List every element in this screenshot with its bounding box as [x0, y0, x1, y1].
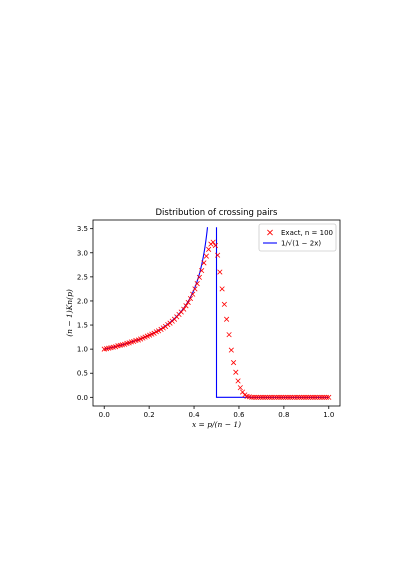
data-point: [228, 347, 234, 353]
data-point: [280, 394, 286, 400]
data-point: [239, 389, 246, 395]
data-point: [224, 316, 230, 322]
x-tick-label: 0.0: [99, 411, 110, 419]
y-tick-label: 1.5: [77, 322, 88, 330]
data-point: [206, 246, 212, 252]
data-point: [192, 286, 198, 292]
data-point: [305, 394, 311, 400]
data-point: [253, 394, 259, 400]
data-point: [278, 394, 284, 400]
data-point: [264, 394, 271, 400]
data-point: [199, 268, 205, 274]
data-point: [212, 242, 218, 249]
data-point: [321, 394, 327, 400]
data-point: [226, 332, 232, 338]
data-point: [155, 328, 162, 334]
legend-marker-exact: [267, 229, 273, 236]
data-point: [285, 394, 291, 400]
data-point: [242, 392, 248, 398]
x-tick-label: 0.4: [188, 411, 200, 419]
data-point: [310, 394, 316, 400]
data-point: [183, 303, 189, 309]
y-axis-ticks: 0.0 0.5 1.0 1.5 2.0 2.5 3.0 3.5: [77, 225, 93, 402]
data-point: [185, 299, 191, 305]
data-point: [249, 394, 255, 400]
x-tick-label: 0.6: [233, 411, 245, 419]
data-point: [323, 394, 330, 400]
data-point: [158, 326, 164, 332]
data-point: [187, 295, 194, 302]
y-tick-label: 2.0: [77, 297, 88, 305]
data-point: [301, 394, 307, 400]
data-point: [262, 394, 268, 400]
data-point: [326, 394, 332, 400]
data-point: [289, 394, 295, 400]
data-point: [203, 253, 209, 259]
y-tick-label: 2.5: [77, 273, 88, 281]
y-tick-label: 1.0: [77, 346, 88, 354]
series-markers-group: [101, 239, 332, 400]
data-point: [312, 394, 318, 400]
data-point: [221, 301, 227, 307]
data-point: [194, 281, 200, 287]
data-point: [276, 394, 282, 400]
x-tick-label: 1.0: [323, 411, 334, 419]
data-point: [269, 394, 275, 400]
data-point: [274, 394, 280, 400]
data-point: [303, 394, 309, 400]
data-point: [151, 330, 157, 336]
y-tick-label: 3.5: [77, 225, 88, 233]
x-axis-ticks: 0.0 0.2 0.4 0.6 0.8 1.0: [99, 406, 334, 419]
y-tick-label: 3.0: [77, 249, 88, 257]
data-point: [319, 394, 325, 400]
data-point: [251, 394, 257, 400]
y-tick-label: 0.5: [77, 370, 88, 378]
x-axis-label: x = p/(n − 1): [192, 420, 241, 429]
data-point: [201, 260, 207, 266]
legend-label-line: 1/√(1 − 2x): [281, 240, 321, 248]
data-point: [283, 394, 289, 400]
data-point: [267, 394, 273, 400]
data-point: [292, 394, 298, 400]
data-point: [190, 291, 196, 297]
data-point: [235, 378, 241, 384]
legend: Exact, n = 100 1/√(1 − 2x): [258, 223, 337, 252]
x-tick-label: 0.2: [144, 411, 155, 419]
data-point: [233, 369, 239, 375]
data-point: [287, 394, 293, 400]
series-line-tail: [215, 227, 329, 398]
y-axis-label: (n − 1)Kn(p): [65, 289, 74, 337]
data-point: [237, 385, 243, 391]
data-point: [307, 394, 314, 400]
data-point: [294, 394, 300, 400]
chart-title: Distribution of crossing pairs: [156, 208, 279, 218]
data-point: [255, 394, 262, 400]
data-point: [317, 394, 323, 400]
data-point: [260, 394, 266, 400]
data-point: [271, 394, 278, 400]
data-point: [217, 269, 223, 275]
data-point: [299, 394, 305, 400]
data-point: [196, 274, 203, 280]
data-point: [258, 394, 264, 400]
data-point: [296, 394, 302, 400]
y-tick-label: 0.0: [77, 394, 88, 402]
data-point: [219, 286, 225, 292]
data-point: [181, 306, 187, 312]
data-point: [215, 252, 221, 258]
data-point: [165, 321, 171, 328]
x-tick-label: 0.8: [278, 411, 289, 419]
data-point: [160, 325, 166, 331]
legend-label-exact: Exact, n = 100: [281, 229, 333, 237]
legend-box: [258, 223, 337, 252]
data-point: [210, 239, 216, 245]
data-point: [314, 394, 320, 400]
data-point: [230, 360, 237, 366]
